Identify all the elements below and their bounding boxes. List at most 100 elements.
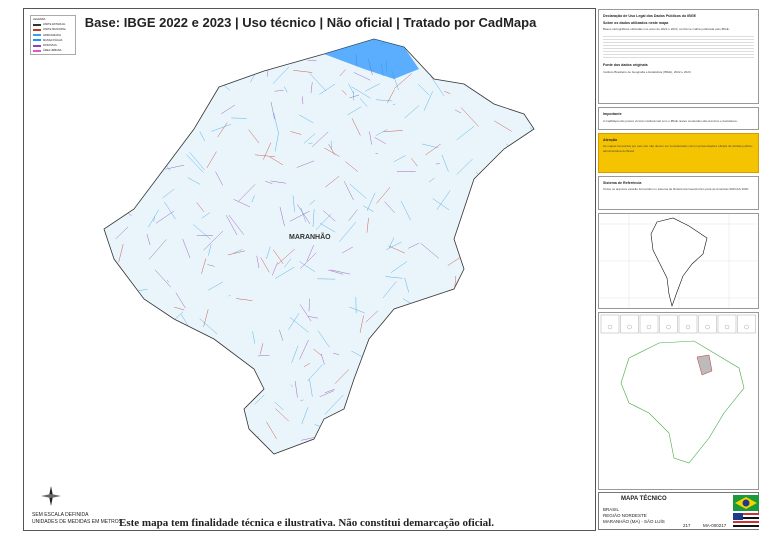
network-line: [514, 429, 525, 448]
network-line: [427, 326, 440, 336]
network-line: [527, 309, 533, 320]
network-line: [530, 216, 534, 220]
about-text: Bases cartográficas utilizadas nos anos …: [603, 27, 730, 32]
network-line: [203, 412, 217, 429]
network-line: [158, 322, 173, 342]
network-line: [272, 262, 278, 276]
sistema-title: Sistema de Referência: [603, 180, 642, 185]
network-line: [445, 41, 457, 46]
network-line: [161, 44, 172, 60]
network-line: [233, 249, 243, 254]
legend-label: ÁREA URBANA: [43, 49, 62, 53]
network-line: [348, 83, 354, 94]
network-line: [274, 90, 284, 92]
region-text: REGIÃO NORDESTE: [603, 513, 647, 518]
network-line: [338, 449, 344, 454]
network-line: [164, 201, 176, 220]
legend-swatch: [33, 49, 41, 52]
network-line: [480, 432, 486, 451]
network-line: [174, 437, 178, 449]
network-line: [220, 357, 235, 377]
network-line: [195, 427, 202, 432]
network-line: [302, 96, 304, 104]
network-line: [165, 90, 173, 102]
network-line: [196, 202, 205, 212]
network-line: [425, 321, 436, 342]
network-line: [274, 401, 284, 411]
network-line: [373, 446, 387, 451]
network-line: [136, 171, 153, 176]
right-column: Declaração de Uso Legal dos Dados Públic…: [598, 9, 759, 490]
network-line: [306, 244, 314, 262]
network-line: [462, 323, 469, 332]
network-line: [190, 427, 195, 439]
network-line: [443, 411, 458, 414]
importante-text: A CadMapa não possui vínculo institucion…: [603, 118, 738, 123]
network-line: [494, 120, 512, 132]
network-line: [420, 243, 439, 259]
network-line: [266, 246, 271, 260]
south-america-inset: [598, 212, 759, 309]
network-line: [252, 331, 256, 344]
network-line: [196, 432, 208, 442]
network-line: [275, 266, 295, 279]
network-line: [348, 209, 358, 221]
network-line: [253, 436, 259, 445]
network-line: [292, 195, 295, 212]
network-line: [273, 112, 279, 132]
network-line: [299, 114, 314, 124]
network-line: [178, 363, 190, 380]
importante-box: Importante A CadMapa não possui vínculo …: [598, 107, 759, 130]
network-line: [218, 424, 222, 438]
network-line: [517, 82, 519, 99]
network-line: [502, 395, 513, 402]
network-line: [243, 46, 254, 62]
network-line: [175, 40, 190, 61]
network-line: [108, 160, 118, 181]
network-line: [523, 300, 526, 306]
scale-text: SEM ESCALA DEFINIDA: [32, 512, 89, 518]
network-line: [208, 281, 223, 291]
network-line: [256, 255, 260, 269]
network-line: [466, 261, 475, 276]
legend-item: HIDROGRAFIA: [33, 34, 73, 37]
network-line: [293, 70, 313, 73]
network-line: [435, 329, 444, 345]
network-line: [279, 329, 284, 341]
title-block-heading: MAPA TÉCNICO: [621, 496, 667, 502]
network-line: [166, 280, 169, 283]
network-line: [359, 315, 364, 333]
network-line: [161, 339, 166, 359]
network-line: [315, 213, 332, 231]
network-line: [334, 369, 349, 384]
network-line: [491, 39, 499, 52]
network-line: [148, 103, 164, 108]
network-line: [463, 348, 471, 354]
network-line: [120, 387, 138, 405]
legal-declaration-box: Declaração de Uso Legal dos Dados Públic…: [598, 9, 759, 104]
network-line: [233, 199, 250, 208]
network-line: [193, 224, 211, 240]
network-line: [504, 39, 513, 40]
network-line: [475, 171, 487, 183]
title-block: MAPA TÉCNICO BRASIL REGIÃO NORDESTE MARA…: [598, 492, 759, 530]
network-line: [309, 73, 327, 92]
network-line: [174, 438, 186, 454]
network-line: [346, 429, 363, 445]
legend-swatch: [33, 44, 41, 47]
network-line: [112, 150, 118, 168]
network-line: [239, 50, 248, 64]
scale-note: SEM ESCALA DEFINIDA UNIDADES DE MEDIDAS …: [32, 512, 122, 526]
network-line: [502, 39, 506, 41]
network-line: [310, 82, 313, 94]
network-line: [512, 164, 528, 172]
network-line: [344, 181, 354, 201]
network-line: [176, 369, 181, 374]
network-line: [521, 56, 534, 74]
network-line: [461, 107, 479, 127]
maranhao-outline: [103, 38, 535, 455]
network-line: [503, 157, 523, 176]
network-line: [425, 143, 441, 156]
network-line: [499, 295, 512, 305]
network-line: [221, 373, 234, 376]
